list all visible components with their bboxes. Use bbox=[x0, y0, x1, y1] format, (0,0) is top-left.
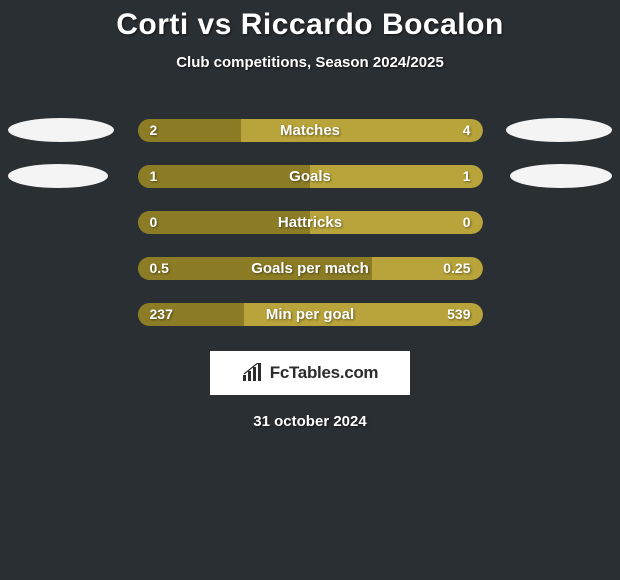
stat-label: Min per goal bbox=[138, 303, 483, 326]
stat-bar: 00Hattricks bbox=[138, 211, 483, 234]
stat-label: Matches bbox=[138, 119, 483, 142]
player-right-marker bbox=[506, 118, 612, 142]
logo-text: FcTables.com bbox=[270, 363, 379, 383]
stat-row: 24Matches bbox=[0, 107, 620, 153]
comparison-chart: 24Matches 11Goals 00Hattricks 0.50.25Goals … bbox=[0, 107, 620, 337]
stat-row: 11Goals bbox=[0, 153, 620, 199]
stat-row: 237539Min per goal bbox=[0, 291, 620, 337]
stat-label: Goals bbox=[138, 165, 483, 188]
stat-bar: 24Matches bbox=[138, 119, 483, 142]
page-title: Corti vs Riccardo Bocalon bbox=[0, 0, 620, 42]
stat-row: 00Hattricks bbox=[0, 199, 620, 245]
stat-bar: 237539Min per goal bbox=[138, 303, 483, 326]
stat-row: 0.50.25Goals per match bbox=[0, 245, 620, 291]
date-line: 31 october 2024 bbox=[0, 413, 620, 430]
subtitle: Club competitions, Season 2024/2025 bbox=[0, 54, 620, 71]
player-left-marker bbox=[8, 164, 108, 188]
stat-bar: 11Goals bbox=[138, 165, 483, 188]
stat-label: Goals per match bbox=[138, 257, 483, 280]
stat-bar: 0.50.25Goals per match bbox=[138, 257, 483, 280]
bars-icon bbox=[242, 363, 264, 383]
player-right-marker bbox=[510, 164, 612, 188]
stat-label: Hattricks bbox=[138, 211, 483, 234]
logo-box: FcTables.com bbox=[210, 351, 410, 395]
player-left-marker bbox=[8, 118, 114, 142]
